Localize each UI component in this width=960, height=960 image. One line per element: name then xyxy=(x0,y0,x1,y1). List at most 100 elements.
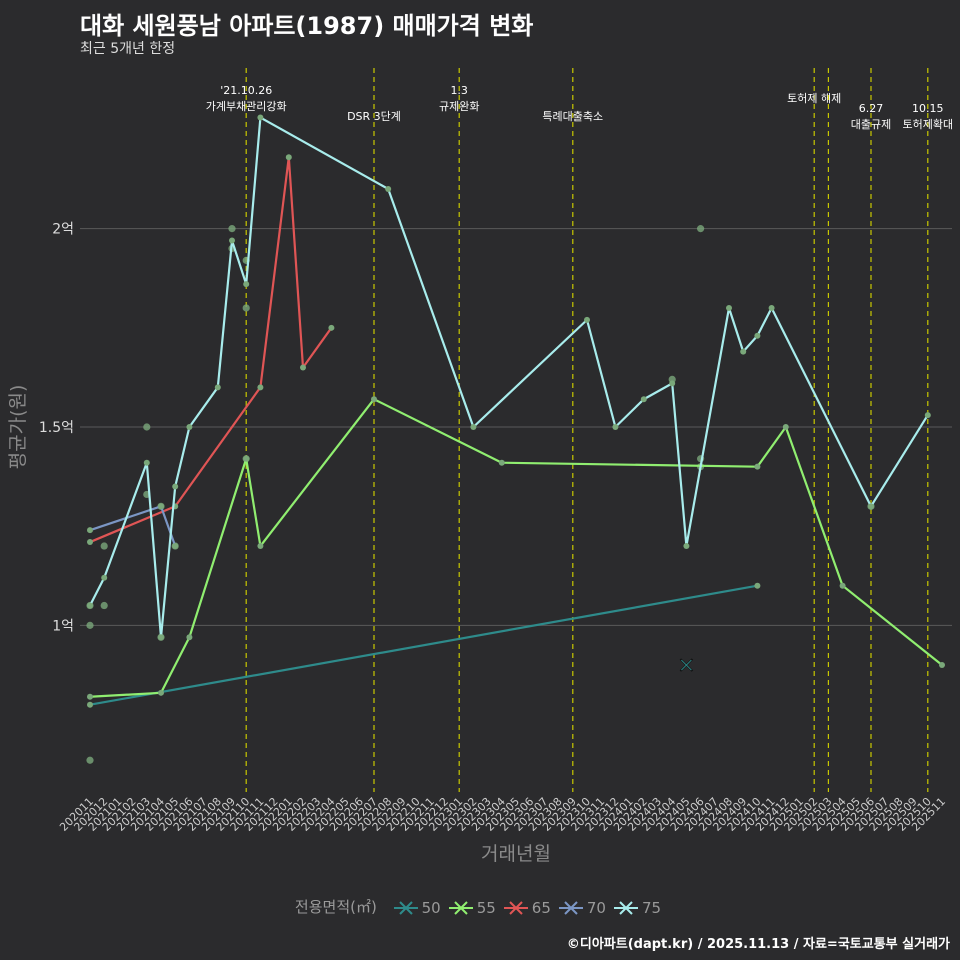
y-tick-label: 2억 xyxy=(52,222,74,238)
legend-item-55: 55 xyxy=(448,898,496,917)
series-point-75 xyxy=(868,503,874,510)
series-point-75 xyxy=(470,424,477,430)
legend-item-50: 50 xyxy=(393,898,441,917)
series-line-70 xyxy=(89,505,177,547)
x-marker xyxy=(681,659,692,671)
series-point-75 xyxy=(101,574,108,581)
series-point-75 xyxy=(754,332,761,339)
y-axis-title: 평균가(원) xyxy=(7,385,29,470)
series-point-50 xyxy=(87,701,93,708)
chart-title: 대화 세원풍남 아파트(1987) 매매가격 변화 xyxy=(80,12,534,40)
series-point-65 xyxy=(300,364,306,371)
legend-key-icon xyxy=(558,901,583,915)
axis-layer: 1억1.5억2억20201120201220210120210220210320… xyxy=(7,222,948,865)
series-point-55 xyxy=(158,689,164,696)
series-point-70 xyxy=(172,543,179,550)
series-line-50 xyxy=(89,584,758,706)
series-point-75 xyxy=(143,459,150,466)
series-point-55 xyxy=(87,693,93,700)
legend-key-icon xyxy=(393,901,418,915)
series-point-75 xyxy=(214,384,221,391)
legend-title: 전용면적(㎡) xyxy=(294,898,377,916)
event-label: 6.27 xyxy=(859,102,884,115)
series-point-75 xyxy=(87,602,93,609)
transaction-point xyxy=(143,423,151,431)
series-point-50 xyxy=(754,582,761,589)
series-point-75 xyxy=(683,543,690,550)
series-point-70 xyxy=(87,527,93,534)
legend-label: 75 xyxy=(641,898,662,917)
event-label: DSR 3단계 xyxy=(347,110,401,123)
scatter-layer xyxy=(86,225,875,764)
series-point-75 xyxy=(640,396,647,403)
series-point-75 xyxy=(186,424,193,430)
legend-key-icon xyxy=(503,901,528,915)
series-point-75 xyxy=(740,348,747,355)
series-point-75 xyxy=(172,483,179,490)
legend-label: 50 xyxy=(421,898,441,917)
series-point-55 xyxy=(371,396,377,403)
legend-key-icon xyxy=(613,901,638,915)
series-point-75 xyxy=(584,316,590,323)
series-point-75 xyxy=(768,304,775,311)
series-point-55 xyxy=(186,634,193,641)
series-point-70 xyxy=(158,503,164,510)
series-point-65 xyxy=(328,324,335,331)
series-point-55 xyxy=(257,543,264,550)
series-point-75 xyxy=(257,114,264,121)
legend-item-70: 70 xyxy=(558,898,606,917)
series-point-75 xyxy=(158,634,164,641)
series-point-75 xyxy=(229,237,235,244)
legend-item-65: 65 xyxy=(503,898,551,917)
series-point-65 xyxy=(87,539,93,546)
series-point-75 xyxy=(669,380,676,387)
transaction-point xyxy=(86,621,94,629)
legend-label: 70 xyxy=(586,898,606,917)
series-point-65 xyxy=(257,384,264,391)
event-label: '21.10.26 xyxy=(220,84,272,97)
transaction-point xyxy=(242,304,250,312)
event-label: 토허제 해제 xyxy=(787,91,841,105)
legend: 전용면적(㎡) 50 55 65 70 75 xyxy=(0,896,960,917)
event-label: 가계부채관리강화 xyxy=(206,100,287,113)
series-point-75 xyxy=(924,412,931,419)
event-label: 토허제확대 xyxy=(902,118,953,131)
transaction-point xyxy=(86,756,94,764)
event-label: 특례대출축소 xyxy=(542,110,603,123)
legend-label: 55 xyxy=(476,898,496,917)
series-point-55 xyxy=(243,455,250,462)
legend-label: 65 xyxy=(531,898,551,917)
series-point-75 xyxy=(243,281,250,288)
transaction-point xyxy=(697,225,705,233)
x-axis-title: 거래년월 xyxy=(481,843,551,865)
event-label: 1.3 xyxy=(450,84,468,97)
series-layer xyxy=(87,114,945,708)
series-point-55 xyxy=(782,424,789,430)
event-label: 규제완화 xyxy=(439,100,479,113)
transaction-point xyxy=(100,542,108,550)
series-point-55 xyxy=(498,459,505,466)
transaction-point xyxy=(228,225,236,233)
series-point-75 xyxy=(726,304,732,311)
grid-layer xyxy=(80,228,952,626)
series-point-75 xyxy=(385,185,392,192)
chart-subtitle: 최근 5개년 한정 xyxy=(80,41,176,57)
series-point-65 xyxy=(285,154,292,161)
event-label: 대출규제 xyxy=(851,118,891,131)
y-tick-label: 1억 xyxy=(52,618,74,634)
source-caption: ©디아파트(dapt.kr) / 2025.11.13 / 자료=국토교통부 실… xyxy=(566,937,950,952)
legend-item-75: 75 xyxy=(613,898,662,917)
series-point-55 xyxy=(754,463,761,470)
series-line-75 xyxy=(89,116,929,639)
series-point-55 xyxy=(939,662,945,669)
y-tick-label: 1.5억 xyxy=(39,420,74,436)
series-point-55 xyxy=(839,582,846,589)
series-line-65 xyxy=(89,156,333,544)
legend-items: 50 55 65 70 75 xyxy=(390,898,665,917)
event-label: 10.15 xyxy=(912,102,944,115)
series-point-75 xyxy=(612,424,619,430)
transaction-point xyxy=(100,601,108,610)
legend-key-icon xyxy=(448,901,473,915)
